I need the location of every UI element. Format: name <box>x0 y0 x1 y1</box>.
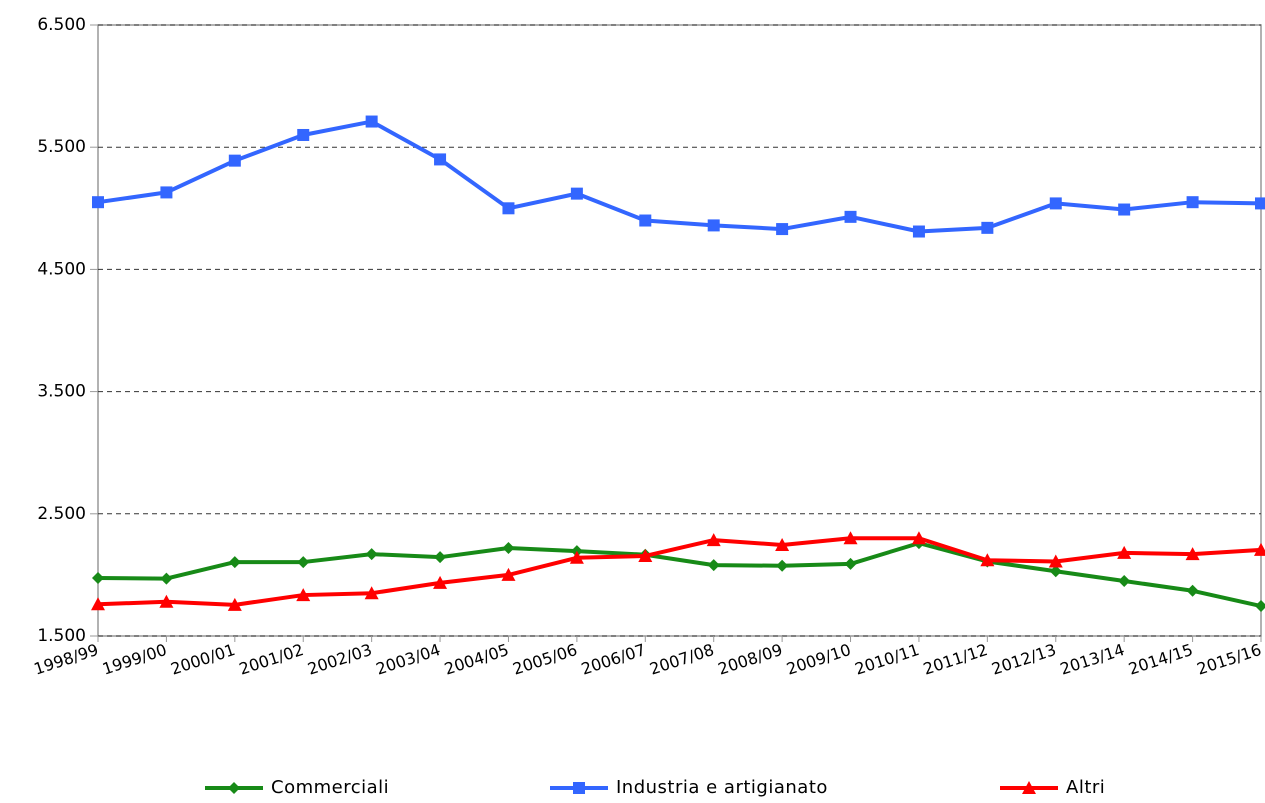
series-line <box>97 119 1262 234</box>
data-point <box>776 223 789 236</box>
data-point <box>92 196 104 209</box>
series-line <box>97 541 1262 609</box>
data-point <box>776 559 789 572</box>
legend-label: Commerciali <box>271 777 389 798</box>
data-point <box>911 531 926 545</box>
data-point <box>844 557 857 570</box>
data-point <box>297 128 310 141</box>
legend-marker <box>228 782 240 794</box>
x-tick-label: 2010/11 <box>852 640 921 679</box>
y-tick-label: 3.500 <box>37 382 86 402</box>
x-tick-label: 2012/13 <box>989 640 1058 679</box>
data-point <box>1048 554 1063 568</box>
data-point <box>981 221 994 234</box>
y-tick-label: 2.500 <box>37 504 86 524</box>
data-point <box>1049 565 1062 578</box>
series-line <box>97 536 1262 607</box>
x-tick-label: 2014/15 <box>1126 640 1195 679</box>
data-point <box>297 556 310 569</box>
legend-label: Altri <box>1066 777 1105 798</box>
data-point <box>569 550 584 564</box>
data-point <box>843 531 858 545</box>
plot-frame <box>97 24 1262 637</box>
data-point <box>1186 584 1199 597</box>
data-point <box>502 202 515 215</box>
data-point <box>706 533 721 547</box>
data-point <box>1186 196 1199 209</box>
data-point <box>502 542 515 555</box>
data-point <box>1185 547 1200 561</box>
data-point <box>1118 575 1131 588</box>
data-point <box>707 219 720 232</box>
data-point <box>1255 197 1265 210</box>
y-tick-label: 6.500 <box>37 15 86 35</box>
data-point <box>844 210 857 223</box>
x-tick-label: 2002/03 <box>305 640 374 679</box>
data-point <box>364 586 379 600</box>
data-point <box>228 556 241 569</box>
data-point <box>639 214 652 227</box>
y-tick-label: 4.500 <box>37 259 86 279</box>
data-point <box>365 548 378 561</box>
data-point <box>570 187 583 200</box>
data-point <box>296 588 311 602</box>
data-point <box>160 186 173 199</box>
data-point <box>1117 545 1132 559</box>
data-point <box>365 115 378 128</box>
data-point <box>434 551 447 564</box>
legend-marker <box>573 782 585 794</box>
x-tick-label: 2006/07 <box>579 640 648 679</box>
data-point <box>228 154 241 167</box>
data-point <box>91 597 105 611</box>
x-tick-label: 2013/14 <box>1058 640 1127 679</box>
data-point <box>159 594 174 608</box>
legend-marker <box>1022 781 1036 794</box>
data-point <box>980 553 995 567</box>
data-point <box>1118 203 1131 216</box>
x-tick-label: 2011/12 <box>921 640 990 679</box>
x-tick-label: 2005/06 <box>510 640 579 679</box>
x-tick-label: 2007/08 <box>647 640 716 679</box>
data-point <box>912 225 925 238</box>
data-point <box>1049 197 1062 210</box>
x-tick-label: 2003/04 <box>374 640 443 679</box>
data-point <box>707 559 720 572</box>
data-point <box>227 597 242 611</box>
data-point <box>434 153 447 166</box>
x-tick-label: 2001/02 <box>237 640 306 679</box>
legend-label: Industria e artigianato <box>616 777 828 798</box>
x-tick-label: 1999/00 <box>100 640 169 679</box>
y-tick-label: 1.500 <box>37 626 86 646</box>
data-point <box>433 575 448 589</box>
data-point <box>1255 600 1265 613</box>
x-tick-label: 2009/10 <box>784 640 853 679</box>
data-point <box>775 537 790 551</box>
data-point <box>501 567 516 581</box>
data-point <box>638 548 653 562</box>
x-tick-label: 2000/01 <box>168 640 237 679</box>
x-tick-label: 2015/16 <box>1195 640 1264 679</box>
data-point <box>1254 542 1265 556</box>
y-tick-label: 5.500 <box>37 137 86 157</box>
data-point <box>160 572 173 585</box>
data-point <box>92 571 104 584</box>
x-tick-label: 2008/09 <box>716 640 785 679</box>
x-tick-label: 2004/05 <box>442 640 511 679</box>
